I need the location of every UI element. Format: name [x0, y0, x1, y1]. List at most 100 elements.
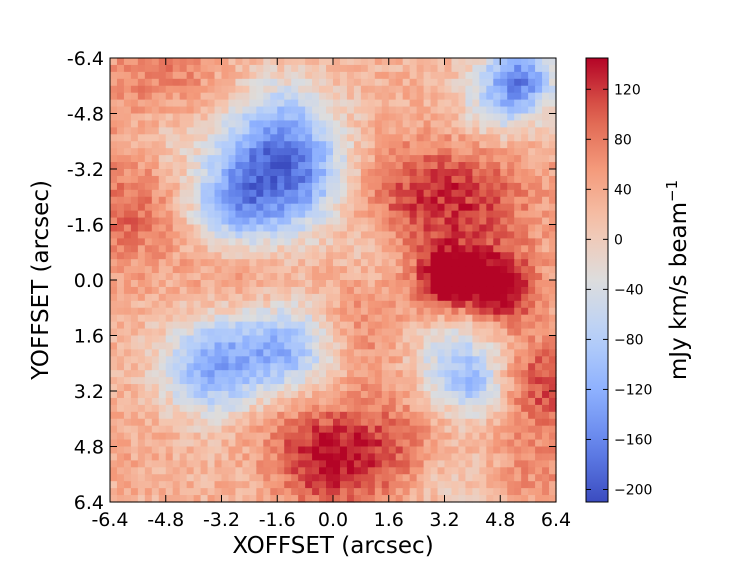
heatmap-cell [493, 300, 501, 309]
heatmap-cell [305, 481, 313, 489]
heatmap-cell [465, 300, 473, 309]
heatmap-cell [465, 474, 473, 482]
heatmap-cell [381, 217, 390, 226]
heatmap-cell [507, 224, 515, 233]
heatmap-cell [214, 370, 223, 378]
heatmap-cell [395, 439, 404, 448]
heatmap-cell [346, 280, 355, 288]
heatmap-cell [437, 377, 446, 385]
heatmap-cell [486, 99, 494, 108]
heatmap-cell [444, 307, 453, 316]
heatmap-cell [409, 280, 418, 288]
heatmap-cell [165, 453, 174, 461]
heatmap-cell [193, 259, 202, 267]
heatmap-cell [144, 397, 153, 406]
heatmap-cell [305, 78, 313, 87]
heatmap-cell [242, 196, 250, 205]
heatmap-cell [277, 342, 285, 350]
heatmap-cell [472, 328, 480, 337]
heatmap-cell [339, 224, 348, 233]
heatmap-cell [158, 189, 167, 198]
heatmap-cell [291, 113, 299, 122]
heatmap-cell [165, 155, 174, 163]
heatmap-cell [507, 370, 515, 378]
heatmap-cell [542, 453, 550, 461]
heatmap-cell [207, 196, 216, 205]
heatmap-cell [549, 141, 557, 149]
heatmap-cell [374, 196, 383, 205]
heatmap-cell [507, 488, 515, 496]
heatmap-cell [235, 273, 244, 281]
heatmap-cell [249, 404, 257, 413]
heatmap-cell [137, 495, 146, 503]
heatmap-cell [207, 404, 216, 413]
heatmap-cell [381, 286, 390, 295]
heatmap-cell [130, 467, 139, 475]
heatmap-cell [200, 397, 209, 406]
heatmap-cell [214, 210, 223, 219]
heatmap-cell [228, 162, 237, 170]
heatmap-cell [549, 418, 557, 427]
heatmap-cell [165, 349, 174, 357]
heatmap-cell [186, 99, 195, 108]
heatmap-cell [409, 64, 418, 73]
heatmap-cell [458, 217, 467, 226]
heatmap-cell [430, 189, 439, 198]
heatmap-cell [451, 238, 460, 246]
heatmap-cell [326, 411, 334, 420]
heatmap-cell [319, 273, 327, 281]
heatmap-cell [514, 203, 522, 212]
heatmap-cell [549, 58, 557, 66]
heatmap-cell [402, 384, 411, 392]
heatmap-cell [256, 120, 264, 128]
heatmap-cell [521, 467, 529, 475]
heatmap-cell [165, 335, 174, 344]
heatmap-cell [528, 141, 536, 149]
heatmap-cell [374, 425, 383, 434]
heatmap-cell [263, 307, 271, 316]
heatmap-cell [242, 446, 250, 455]
heatmap-cell [374, 189, 383, 198]
heatmap-cell [214, 391, 223, 399]
heatmap-cell [291, 363, 299, 371]
heatmap-cell [319, 196, 327, 205]
heatmap-cell [333, 286, 341, 295]
heatmap-cell [270, 169, 278, 177]
heatmap-cell [360, 404, 369, 413]
heatmap-cell [298, 335, 306, 344]
heatmap-cell [242, 286, 250, 295]
heatmap-cell [521, 92, 529, 101]
heatmap-cell [458, 78, 467, 87]
heatmap-cell [486, 175, 494, 184]
heatmap-cell [479, 162, 487, 170]
heatmap-cell [214, 99, 223, 108]
colorbar-label: mJy km/s beam−1 [663, 180, 692, 380]
heatmap-cell [395, 203, 404, 212]
heatmap-cell [381, 238, 390, 246]
heatmap-cell [549, 404, 557, 413]
heatmap-cell [409, 286, 418, 295]
heatmap-cell [528, 342, 536, 350]
heatmap-cell [353, 488, 362, 496]
heatmap-cell [493, 203, 501, 212]
heatmap-cell [430, 481, 439, 489]
heatmap-cell [298, 231, 306, 239]
heatmap-cell [256, 307, 264, 316]
heatmap-cell [465, 481, 473, 489]
heatmap-cell [549, 356, 557, 364]
heatmap-cell [465, 141, 473, 149]
heatmap-cell [346, 169, 355, 177]
heatmap-cell [479, 384, 487, 392]
heatmap-cell [458, 321, 467, 330]
heatmap-cell [284, 266, 292, 274]
heatmap-cell [521, 189, 529, 198]
heatmap-cell [507, 321, 515, 330]
heatmap-cell [193, 363, 202, 371]
heatmap-cell [326, 495, 334, 503]
heatmap-cell [437, 439, 446, 448]
heatmap-cell [346, 321, 355, 330]
heatmap-cell [200, 71, 209, 80]
heatmap-cell [458, 64, 467, 73]
heatmap-cell [270, 217, 278, 226]
heatmap-cell [277, 377, 285, 385]
